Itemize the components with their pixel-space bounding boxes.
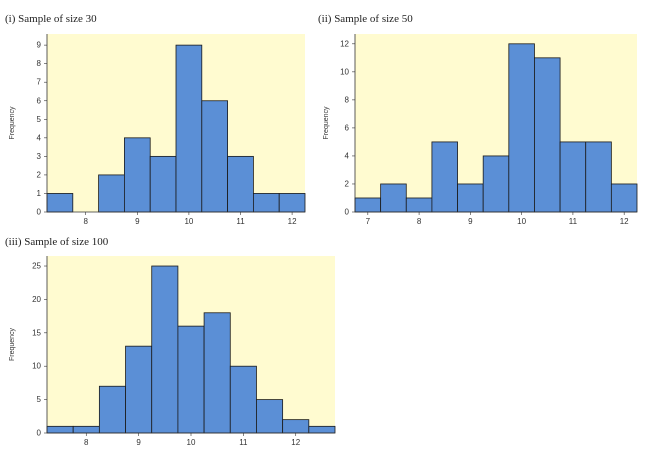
chart-title-1: (i) Sample of size 30 xyxy=(5,13,97,25)
histogram-bar xyxy=(282,419,310,434)
x-tick-label: 8 xyxy=(83,217,88,226)
histogram-bar xyxy=(125,345,153,434)
histogram-bar xyxy=(610,183,638,213)
histogram-bar xyxy=(124,137,151,213)
x-tick-label: 12 xyxy=(620,217,629,226)
y-axis-label: Frequency xyxy=(323,106,330,140)
x-tick-label: 11 xyxy=(239,438,248,447)
y-tick-label: 20 xyxy=(32,295,41,304)
x-tick-label: 10 xyxy=(517,217,526,226)
y-tick-label: 5 xyxy=(37,115,42,124)
x-tick-label: 11 xyxy=(569,217,578,226)
chart-title-2: (ii) Sample of size 50 xyxy=(318,13,413,25)
histogram-bar xyxy=(256,399,284,434)
x-tick-label: 11 xyxy=(236,217,245,226)
x-tick-label: 10 xyxy=(187,438,196,447)
x-tick-label: 12 xyxy=(288,217,297,226)
y-axis-label: Frequency xyxy=(9,106,16,140)
histogram-bar xyxy=(457,183,484,213)
y-tick-label: 2 xyxy=(37,170,42,179)
y-tick-label: 6 xyxy=(345,123,350,132)
y-tick-label: 15 xyxy=(32,328,41,337)
histogram-bar xyxy=(203,312,231,434)
histogram-bar xyxy=(177,325,205,434)
y-tick-label: 0 xyxy=(37,208,42,217)
y-tick-label: 3 xyxy=(37,152,42,161)
y-tick-label: 8 xyxy=(37,59,42,68)
x-tick-label: 9 xyxy=(468,217,473,226)
x-tick-label: 8 xyxy=(84,438,89,447)
histogram-bar xyxy=(308,425,336,434)
x-tick-label: 10 xyxy=(184,217,193,226)
y-tick-label: 4 xyxy=(37,133,42,142)
y-tick-label: 7 xyxy=(37,78,42,87)
histogram-bar xyxy=(229,365,257,434)
histogram-bar xyxy=(98,385,126,434)
y-tick-label: 8 xyxy=(345,95,350,104)
y-tick-label: 5 xyxy=(37,395,42,404)
y-tick-label: 4 xyxy=(345,151,350,160)
histogram-bar xyxy=(72,425,100,434)
y-tick-label: 10 xyxy=(340,67,349,76)
x-tick-label: 8 xyxy=(417,217,422,226)
x-tick-label: 9 xyxy=(135,217,140,226)
y-tick-label: 10 xyxy=(32,362,41,371)
y-tick-label: 9 xyxy=(37,41,42,50)
y-tick-label: 1 xyxy=(37,189,42,198)
histogram-bar xyxy=(151,265,179,434)
chart-title-3: (iii) Sample of size 100 xyxy=(5,236,109,248)
histogram-bar xyxy=(201,100,229,213)
histogram-bar xyxy=(149,155,177,213)
histogram-bar xyxy=(534,57,561,213)
x-tick-label: 12 xyxy=(291,438,300,447)
histogram-bar xyxy=(482,155,510,213)
y-tick-label: 0 xyxy=(37,429,42,438)
histogram-bar xyxy=(431,141,458,213)
x-tick-label: 9 xyxy=(136,438,141,447)
y-tick-label: 0 xyxy=(345,208,350,217)
histogram-bar xyxy=(175,44,203,213)
histogram-bar xyxy=(380,183,407,213)
y-tick-label: 12 xyxy=(340,39,349,48)
y-tick-label: 6 xyxy=(37,96,42,105)
y-tick-label: 2 xyxy=(345,179,350,188)
y-axis-label: Frequency xyxy=(9,327,16,361)
y-tick-label: 25 xyxy=(32,262,41,271)
x-tick-label: 7 xyxy=(366,217,371,226)
histogram-bar xyxy=(46,425,74,434)
histogram-bar xyxy=(585,141,612,213)
